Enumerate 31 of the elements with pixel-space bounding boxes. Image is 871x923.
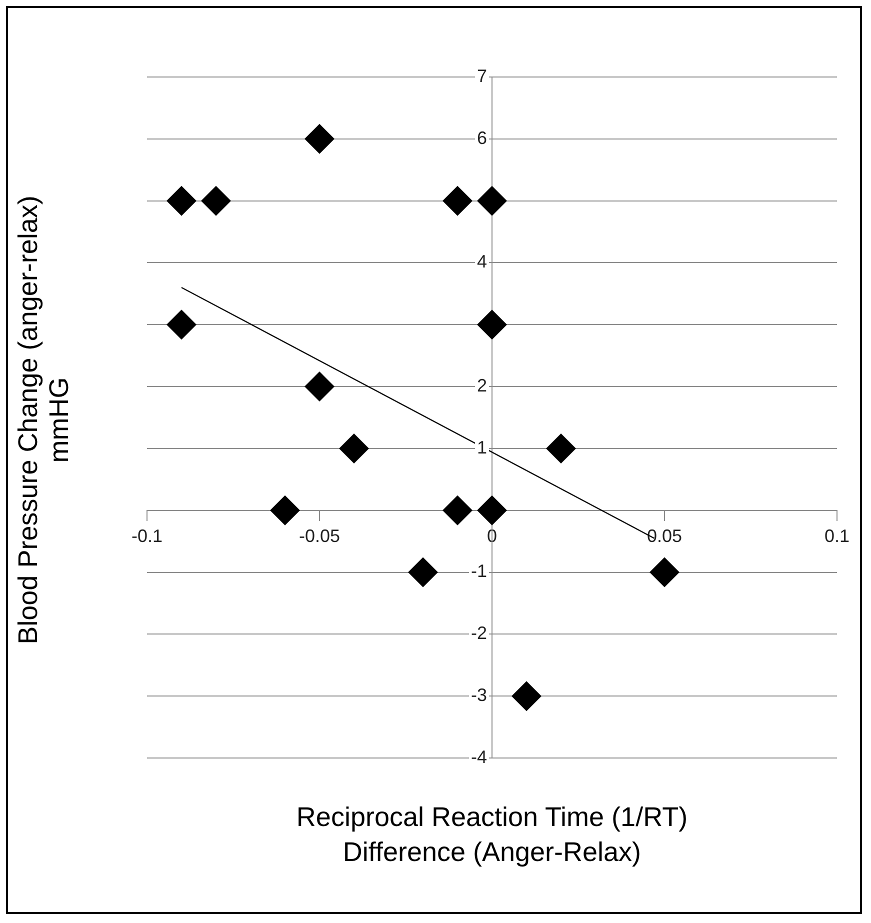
y-tick-label: -1: [470, 561, 487, 582]
y-tick-label: 4: [476, 252, 487, 272]
point: [339, 433, 369, 464]
point: [442, 495, 472, 526]
x-axis-title: Reciprocal Reaction Time (1/RT) Difference (Anger-Relax): [296, 802, 688, 868]
y-tick-label: -2: [470, 623, 487, 644]
y-tick-label: -3: [470, 685, 487, 706]
point: [166, 186, 196, 216]
point: [270, 495, 300, 526]
x-tick-label: -0.05: [298, 526, 340, 546]
x-tick-label: -0.1: [131, 526, 163, 546]
point: [408, 557, 438, 588]
point: [477, 310, 507, 340]
point: [477, 495, 507, 526]
point: [166, 310, 196, 340]
x-tick-label: 0.1: [824, 526, 850, 546]
x-tick-label: 0.05: [646, 526, 682, 546]
point: [546, 433, 576, 464]
y-tick-label: 2: [476, 376, 487, 396]
point: [201, 186, 231, 216]
point: [442, 186, 472, 216]
point: [304, 372, 334, 402]
y-tick-label: 1: [476, 437, 487, 458]
y-axis-title: Blood Pressure Change (anger-relax) mmHG: [12, 196, 74, 644]
point: [650, 557, 680, 588]
point: [512, 681, 542, 712]
point: [477, 186, 507, 216]
y-tick-label: -4: [470, 746, 487, 767]
y-tick-label: 6: [476, 128, 487, 148]
point: [304, 124, 334, 154]
y-tick-label: 7: [476, 66, 487, 86]
